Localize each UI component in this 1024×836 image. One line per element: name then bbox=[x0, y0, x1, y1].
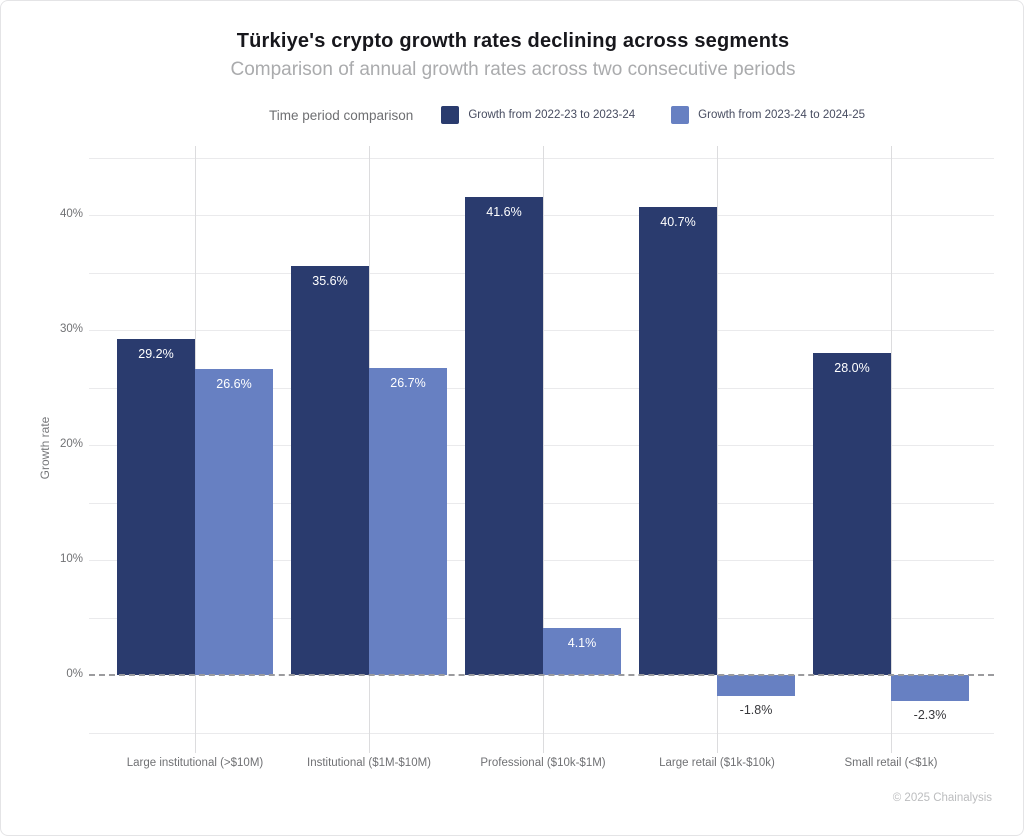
bar bbox=[543, 627, 621, 675]
y-tick-label: 0% bbox=[66, 668, 83, 680]
legend-title: Time period comparison bbox=[269, 107, 414, 123]
bar bbox=[639, 206, 717, 675]
category-center-line bbox=[891, 146, 892, 753]
bar bbox=[369, 367, 447, 675]
grid-line bbox=[89, 157, 994, 159]
bar-value-label: 40.7% bbox=[660, 214, 696, 229]
bar bbox=[465, 196, 543, 675]
chart-title: Türkiye's crypto growth rates declining … bbox=[236, 30, 790, 52]
y-tick-label: 30% bbox=[59, 323, 83, 335]
legend-label-period1: Growth from 2022-23 to 2023-24 bbox=[468, 109, 636, 121]
category-center-line bbox=[717, 146, 718, 753]
legend-swatch-period1-icon bbox=[441, 106, 460, 124]
legend-item-period2: Growth from 2023-24 to 2024-25 bbox=[671, 106, 865, 124]
bar-value-label: 29.2% bbox=[138, 347, 174, 362]
legend-label-period2: Growth from 2023-24 to 2024-25 bbox=[698, 109, 866, 121]
bar-value-label: 41.6% bbox=[486, 204, 522, 219]
y-tick-label: 40% bbox=[59, 208, 83, 220]
bar bbox=[813, 353, 891, 675]
bar-value-label: 26.7% bbox=[390, 375, 426, 390]
bar bbox=[195, 369, 273, 675]
bar bbox=[891, 675, 969, 702]
bar bbox=[117, 339, 195, 675]
bar-value-label: 28.0% bbox=[834, 361, 870, 375]
legend-item-period1: Growth from 2022-23 to 2023-24 bbox=[441, 106, 635, 124]
bar-value-label: 4.1% bbox=[567, 635, 597, 650]
x-tick-label: Small retail (<$1k) bbox=[844, 757, 938, 769]
legend: Time period comparison Growth from 2022-… bbox=[269, 105, 901, 125]
x-tick-label: Institutional ($1M-$10M) bbox=[307, 757, 431, 769]
bar-value-label: 26.6% bbox=[216, 377, 252, 392]
chart-subtitle: Comparison of annual growth rates across… bbox=[230, 59, 796, 80]
legend-swatch-period2-icon bbox=[671, 106, 690, 124]
bar-value-label: -2.3% bbox=[913, 708, 947, 723]
y-tick-label: 10% bbox=[59, 553, 83, 565]
zero-baseline bbox=[89, 674, 994, 676]
grid-line bbox=[89, 732, 994, 734]
x-tick-label: Large institutional (>$10M) bbox=[126, 757, 264, 769]
category-center-line bbox=[543, 146, 544, 753]
bar-value-label: 35.6% bbox=[312, 273, 348, 288]
bar bbox=[717, 675, 795, 696]
y-tick-label: 20% bbox=[59, 438, 83, 450]
bar bbox=[291, 265, 369, 675]
bar-value-label: -1.8% bbox=[739, 702, 773, 717]
x-tick-label: Professional ($10k-$1M) bbox=[480, 757, 606, 769]
x-tick-label: Large retail ($1k-$10k) bbox=[659, 757, 775, 769]
copyright-note: © 2025 Chainalysis bbox=[892, 792, 992, 804]
